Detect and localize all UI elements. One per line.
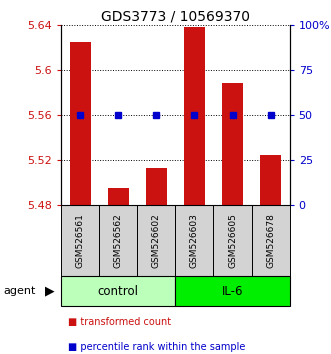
Text: GSM526602: GSM526602 bbox=[152, 213, 161, 268]
Text: ■ transformed count: ■ transformed count bbox=[68, 318, 171, 327]
Title: GDS3773 / 10569370: GDS3773 / 10569370 bbox=[101, 10, 250, 24]
Text: GSM526561: GSM526561 bbox=[76, 213, 85, 268]
Bar bbox=[175, 205, 213, 276]
Bar bbox=[213, 205, 252, 276]
Text: GSM526562: GSM526562 bbox=[114, 213, 123, 268]
Text: control: control bbox=[98, 285, 139, 298]
Text: ▶: ▶ bbox=[45, 285, 55, 298]
Bar bbox=[108, 188, 129, 205]
Bar bbox=[146, 168, 167, 205]
Bar bbox=[137, 205, 175, 276]
Bar bbox=[222, 84, 243, 205]
Bar bbox=[260, 155, 281, 205]
Bar bbox=[252, 205, 290, 276]
Bar bbox=[61, 205, 99, 276]
Text: GSM526678: GSM526678 bbox=[266, 213, 275, 268]
Bar bbox=[184, 27, 205, 205]
Text: GSM526605: GSM526605 bbox=[228, 213, 237, 268]
Text: GSM526603: GSM526603 bbox=[190, 213, 199, 268]
Bar bbox=[175, 276, 290, 306]
Text: ■ percentile rank within the sample: ■ percentile rank within the sample bbox=[68, 342, 245, 352]
Bar bbox=[70, 42, 91, 205]
Bar bbox=[99, 205, 137, 276]
Bar bbox=[61, 276, 175, 306]
Text: agent: agent bbox=[3, 286, 36, 296]
Text: IL-6: IL-6 bbox=[222, 285, 243, 298]
